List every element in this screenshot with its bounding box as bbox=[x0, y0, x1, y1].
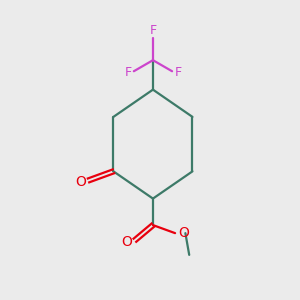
Text: F: F bbox=[149, 24, 157, 37]
Text: O: O bbox=[121, 235, 132, 249]
Text: F: F bbox=[174, 66, 182, 79]
Text: F: F bbox=[124, 66, 131, 79]
Text: O: O bbox=[75, 175, 86, 189]
Text: O: O bbox=[178, 226, 189, 240]
